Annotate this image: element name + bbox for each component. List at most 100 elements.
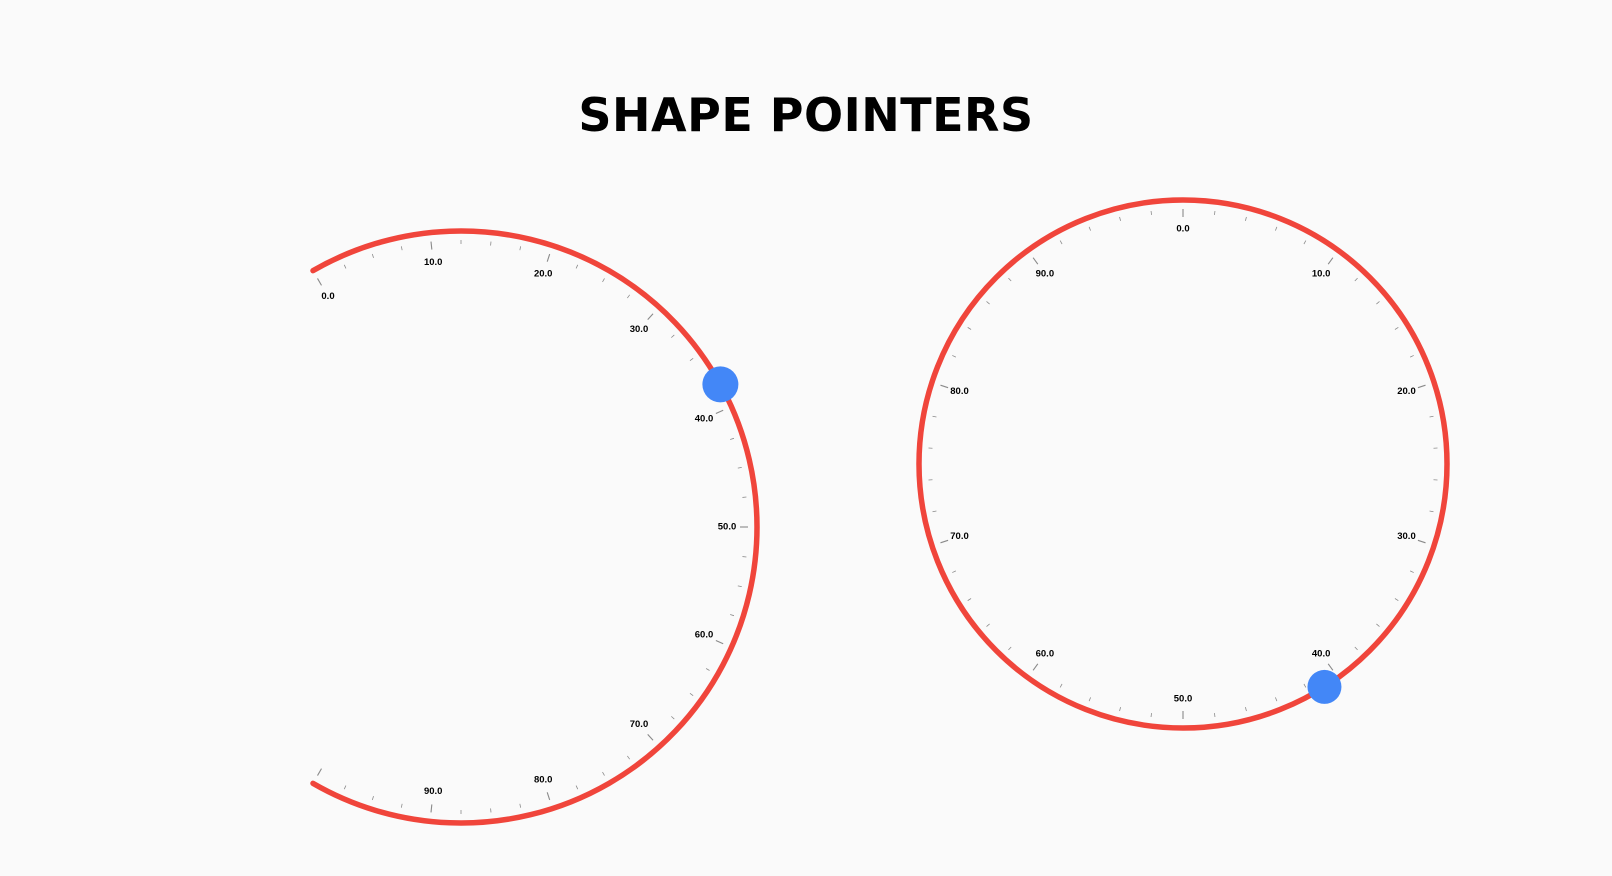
minor-tick	[1008, 646, 1012, 651]
major-tick	[940, 539, 949, 544]
gauge-track	[310, 228, 760, 826]
minor-tick	[671, 334, 675, 338]
minor-tick	[1409, 570, 1414, 573]
minor-tick	[967, 598, 972, 601]
tick-label: 80.0	[950, 386, 969, 397]
minor-tick	[371, 796, 374, 801]
major-tick	[1327, 257, 1334, 265]
minor-tick	[519, 246, 522, 251]
major-tick	[1327, 663, 1334, 671]
minor-tick	[1214, 712, 1216, 718]
major-tick	[1032, 663, 1039, 671]
minor-tick	[986, 301, 990, 305]
minor-tick	[1409, 355, 1414, 358]
tick-label: 30.0	[1397, 531, 1416, 542]
minor-tick	[1376, 301, 1380, 305]
minor-tick	[932, 415, 937, 418]
minor-tick	[602, 278, 605, 283]
tick-label: 60.0	[695, 630, 714, 641]
tick-label: 80.0	[534, 774, 553, 785]
minor-tick	[371, 253, 374, 258]
major-tick	[1417, 384, 1426, 389]
minor-tick	[1119, 216, 1121, 221]
minor-tick	[1303, 240, 1307, 245]
minor-tick	[1429, 510, 1434, 513]
minor-tick	[1059, 683, 1063, 688]
minor-tick	[1088, 226, 1091, 231]
tick-label: 10.0	[1312, 268, 1331, 279]
minor-tick	[1245, 216, 1247, 221]
minor-tick	[689, 357, 694, 361]
minor-tick	[952, 355, 957, 358]
circle-pointer[interactable]	[1307, 669, 1342, 704]
tick-label: 0.0	[321, 291, 334, 302]
minor-tick	[671, 716, 675, 720]
minor-tick	[519, 803, 522, 808]
minor-tick	[400, 246, 403, 251]
minor-tick	[730, 437, 735, 440]
minor-tick	[737, 585, 742, 588]
major-tick	[317, 768, 322, 776]
minor-tick	[952, 570, 957, 573]
major-tick	[715, 639, 724, 645]
tick-label: 40.0	[695, 413, 714, 424]
minor-tick	[932, 510, 937, 513]
minor-tick	[1150, 712, 1152, 718]
gauge-full-circle: 0.0 10.0 20.0 30.0 40.0 50.0 60.0 70.0 80.0 90.0	[916, 197, 1450, 731]
minor-tick	[730, 614, 735, 617]
minor-tick	[575, 785, 579, 790]
tick-label: 70.0	[950, 531, 969, 542]
major-tick	[647, 733, 654, 741]
minor-tick	[1088, 697, 1091, 702]
minor-tick	[1394, 598, 1399, 601]
minor-tick	[1275, 226, 1278, 231]
minor-tick	[1354, 277, 1358, 282]
tick-label: 50.0	[718, 522, 737, 533]
major-tick	[430, 241, 433, 250]
tick-label: 90.0	[424, 786, 443, 797]
minor-tick	[1008, 277, 1012, 282]
major-tick	[546, 792, 551, 801]
tick-label: 50.0	[1174, 694, 1193, 705]
major-tick	[317, 278, 322, 286]
minor-tick	[1059, 240, 1063, 245]
minor-tick	[1214, 210, 1216, 216]
tick-label: 0.0	[1176, 224, 1189, 235]
major-tick	[1032, 257, 1039, 265]
minor-tick	[967, 327, 972, 330]
minor-tick	[343, 264, 347, 269]
minor-tick	[1376, 623, 1380, 627]
minor-tick	[400, 803, 403, 808]
major-tick	[647, 313, 654, 321]
minor-tick	[1275, 697, 1278, 702]
tick-label: 10.0	[424, 257, 443, 268]
major-tick	[430, 804, 433, 813]
minor-tick	[1119, 707, 1121, 712]
minor-tick	[1245, 707, 1247, 712]
minor-tick	[627, 294, 631, 299]
tick-label: 90.0	[1036, 268, 1055, 279]
minor-tick	[986, 623, 990, 627]
minor-tick	[1150, 210, 1152, 216]
tick-label: 20.0	[534, 269, 553, 280]
minor-tick	[1303, 683, 1307, 688]
minor-tick	[627, 755, 631, 760]
gauge-semicircle: 0.0 10.0 20.0 30.0 40.0 50.0 60.0 70.0 80.0 90.0	[310, 228, 760, 826]
minor-tick	[689, 693, 694, 697]
tick-label: 60.0	[1036, 649, 1055, 660]
tick-label: 30.0	[630, 324, 649, 335]
page-title: SHAPE POINTERS	[578, 88, 1034, 142]
gauge-track	[916, 197, 1450, 731]
minor-tick	[602, 771, 605, 776]
major-tick	[1417, 539, 1426, 544]
major-tick	[546, 253, 551, 262]
minor-tick	[575, 264, 579, 269]
minor-tick	[737, 466, 742, 469]
tick-label: 70.0	[630, 719, 649, 730]
minor-tick	[705, 668, 710, 671]
major-tick	[715, 409, 724, 415]
circle-pointer[interactable]	[702, 366, 739, 403]
tick-label: 20.0	[1397, 386, 1416, 397]
